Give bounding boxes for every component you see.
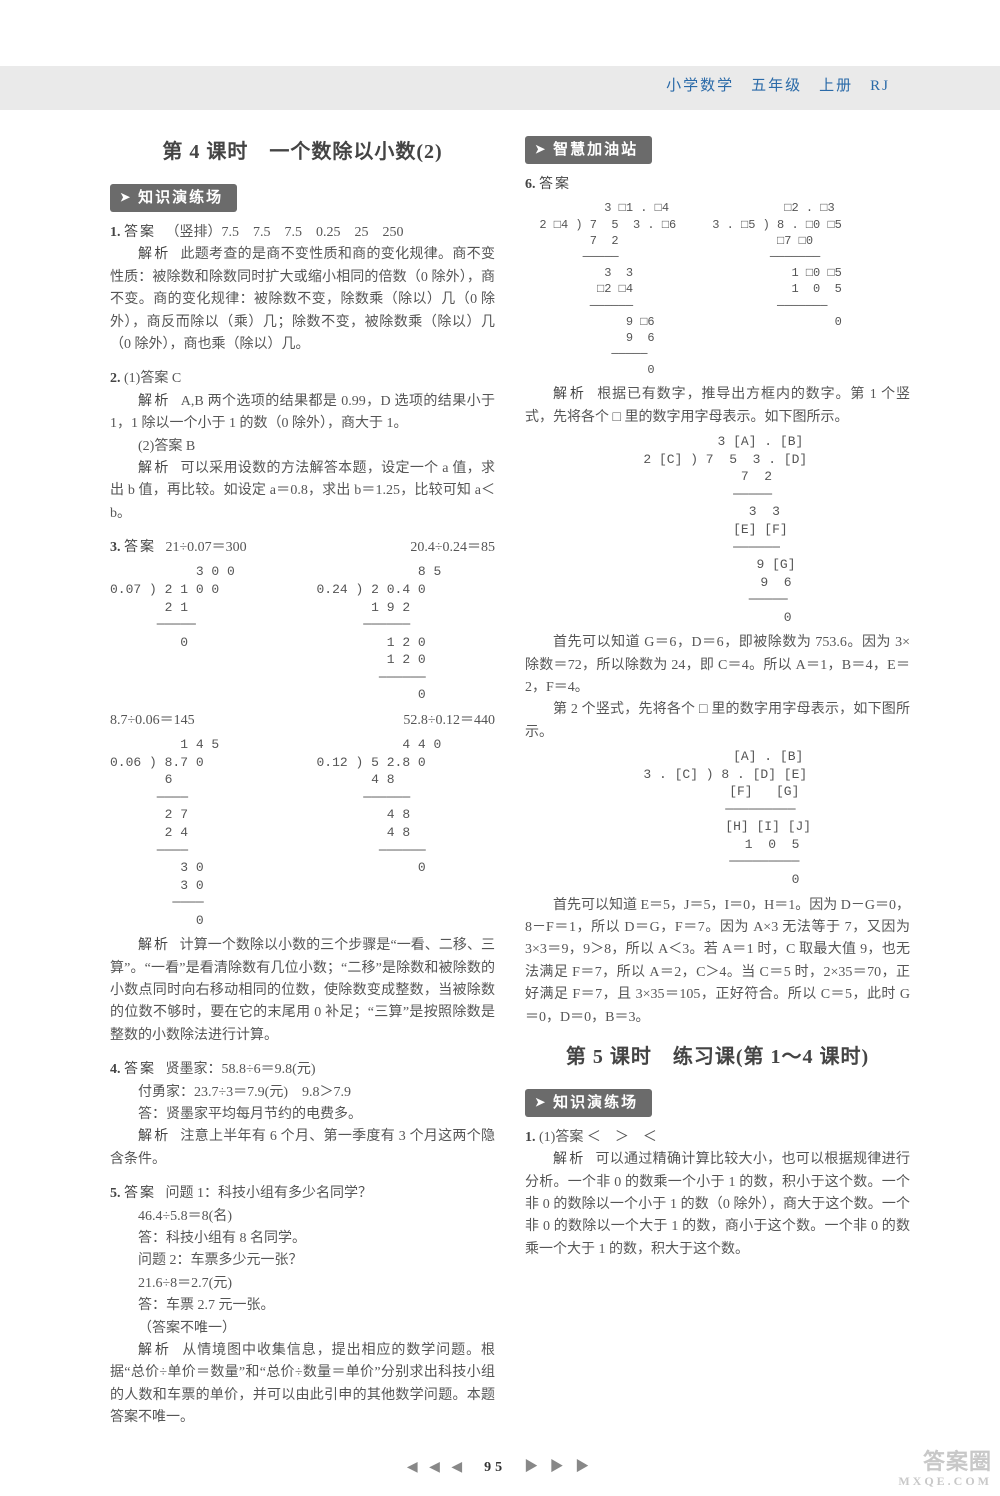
q2: 2. (1)答案 C 解析 A,B 两个选项的结果都是 0.99，D 选项的结果… bbox=[110, 368, 495, 525]
q5-l7: （答案不唯一） bbox=[110, 1318, 495, 1340]
right-column: 智慧加油站 6. 答案 3 □1 . □4 □2 . □3 2 □4 ) 7 5… bbox=[525, 130, 910, 1441]
q5-l5: 21.6÷8＝2.7(元) bbox=[110, 1273, 495, 1295]
answer-label: 答案 bbox=[124, 1062, 156, 1077]
rq1-ans: ＜ ＞ ＜ bbox=[587, 1130, 657, 1145]
q6-num: 6. bbox=[525, 177, 536, 192]
q6-ex4: 首先可以知道 E＝5，J＝5，I＝0，H＝1。因为 D－G＝0，8－F＝1，所以… bbox=[525, 895, 910, 1029]
page: 小学数学 五年级 上册 RJ 第 4 课时 一个数除以小数(2) 知识演练场 1… bbox=[0, 0, 1000, 1496]
rq1-label: (1)答案 bbox=[539, 1130, 583, 1145]
header-text: 小学数学 五年级 上册 RJ bbox=[666, 74, 890, 98]
q4: 4. 答案 贤墨家：58.8÷6＝9.8(元) 付勇家：23.7÷3＝7.9(元… bbox=[110, 1059, 495, 1171]
q5-l6: 答：车票 2.7 元一张。 bbox=[110, 1295, 495, 1317]
q6-ex3: 第 2 个竖式，先将各个 □ 里的数字用字母表示，如下图所示。 bbox=[525, 699, 910, 744]
q5-l3: 答：科技小组有 8 名同学。 bbox=[110, 1228, 495, 1250]
division-row-1: 3 0 0 0.07 ) 2 1 0 0 2 1 ───── 0 8 5 0.2… bbox=[110, 559, 495, 709]
q3-explain: 计算一个数除以小数的三个步骤是“一看、二移、三算”。“一看”是看清除数有几位小数… bbox=[110, 938, 495, 1043]
r-q1: 1. (1)答案 ＜ ＞ ＜ 解析 可以通过精确计算比较大小，也可以根据规律进行… bbox=[525, 1127, 910, 1261]
q1-answer: （竖排）7.5 7.5 7.5 0.25 25 250 bbox=[166, 225, 404, 240]
explain-label: 解析 bbox=[553, 1152, 586, 1167]
q3-eq1: 21÷0.07＝300 bbox=[166, 540, 247, 555]
q1-num: 1. bbox=[110, 225, 121, 240]
q6-div1: 3 □1 . □4 □2 . □3 2 □4 ) 7 5 3 . □6 3 . … bbox=[525, 200, 910, 378]
q5-num: 5. bbox=[110, 1186, 121, 1201]
q3-eq4: 52.8÷0.12＝440 bbox=[403, 710, 495, 732]
section-knowledge: 知识演练场 bbox=[110, 184, 237, 212]
explain-label: 解析 bbox=[138, 247, 171, 262]
q6-div3: [A] . [B] 3 . [C] ) 8 . [D] [E] [F] [G] … bbox=[525, 748, 910, 888]
rq1-num: 1. bbox=[525, 1130, 536, 1145]
page-footer: ◀ ◀ ◀ 95 ▶ ▶ ▶ bbox=[0, 1451, 1000, 1495]
q5-l4: 问题 2：车票多少元一张？ bbox=[110, 1250, 495, 1272]
rq1-explain: 可以通过精确计算比较大小，也可以根据规律进行分析。一个非 0 的数乘一个小于 1… bbox=[525, 1152, 910, 1257]
content-columns: 第 4 课时 一个数除以小数(2) 知识演练场 1. 答案 （竖排）7.5 7.… bbox=[0, 110, 1000, 1451]
q4-num: 4. bbox=[110, 1062, 121, 1077]
q6: 6. 答案 3 □1 . □4 □2 . □3 2 □4 ) 7 5 3 . □… bbox=[525, 174, 910, 1029]
q2p1-ans: C bbox=[172, 371, 181, 386]
q2-num: 2. bbox=[110, 371, 121, 386]
q5-l1: 问题 1：科技小组有多少名同学？ bbox=[166, 1186, 373, 1201]
left-column: 第 4 课时 一个数除以小数(2) 知识演练场 1. 答案 （竖排）7.5 7.… bbox=[110, 130, 495, 1441]
long-division-2: 8 5 0.24 ) 2 0.4 0 1 9 2 ────── 1 2 0 1 … bbox=[317, 563, 496, 703]
q5: 5. 答案 问题 1：科技小组有多少名同学？ 46.4÷5.8＝8(名) 答：科… bbox=[110, 1183, 495, 1429]
q3-num: 3. bbox=[110, 540, 121, 555]
answer-label: 答案 bbox=[124, 1186, 156, 1201]
explain-label: 解析 bbox=[138, 461, 171, 476]
q6-div2: 3 [A] . [B] 2 [C] ) 7 5 3 . [D] 7 2 ────… bbox=[525, 433, 910, 626]
answer-label: 答案 bbox=[124, 225, 156, 240]
page-number: 95 bbox=[484, 1460, 506, 1475]
answer-label: 答案 bbox=[124, 540, 156, 555]
long-division-3: 1 4 5 0.06 ) 8.7 0 6 ──── 2 7 2 4 ──── 3… bbox=[110, 736, 289, 929]
answer-label: 答案 bbox=[539, 177, 571, 192]
q2p1-label: (1)答案 bbox=[124, 371, 168, 386]
explain-label: 解析 bbox=[138, 938, 170, 953]
q2p2-ans: B bbox=[186, 439, 195, 454]
q6-ex2: 首先可以知道 G＝6，D＝6，即被除数为 753.6。因为 3×除数＝72，所以… bbox=[525, 632, 910, 699]
q4-l2: 付勇家：23.7÷3＝7.9(元) 9.8＞7.9 bbox=[110, 1082, 495, 1104]
watermark: 答案圈 MXQE.COM bbox=[898, 1450, 992, 1487]
section-knowledge-2: 知识演练场 bbox=[525, 1089, 652, 1117]
watermark-small: MXQE.COM bbox=[898, 1475, 992, 1488]
lesson-4-title: 第 4 课时 一个数除以小数(2) bbox=[110, 136, 495, 168]
section-wisdom: 智慧加油站 bbox=[525, 136, 652, 164]
q3-eq2: 20.4÷0.24＝85 bbox=[410, 537, 495, 559]
explain-label: 解析 bbox=[138, 1343, 172, 1358]
explain-label: 解析 bbox=[138, 1129, 171, 1144]
long-division-4: 4 4 0 0.12 ) 5 2.8 0 4 8 ────── 4 8 4 8 … bbox=[317, 736, 496, 929]
q4-l1: 贤墨家：58.8÷6＝9.8(元) bbox=[166, 1062, 316, 1077]
q3-eq3: 8.7÷0.06＝145 bbox=[110, 713, 195, 728]
header-bar: 小学数学 五年级 上册 RJ bbox=[0, 0, 1000, 110]
q3: 3. 答案 21÷0.07＝300 20.4÷0.24＝85 3 0 0 0.0… bbox=[110, 537, 495, 1047]
explain-label: 解析 bbox=[553, 387, 587, 402]
q2p2-label: (2)答案 bbox=[138, 439, 182, 454]
explain-label: 解析 bbox=[138, 394, 171, 409]
division-row-2: 1 4 5 0.06 ) 8.7 0 6 ──── 2 7 2 4 ──── 3… bbox=[110, 732, 495, 935]
long-division-1: 3 0 0 0.07 ) 2 1 0 0 2 1 ───── 0 bbox=[110, 563, 289, 703]
lesson-5-title: 第 5 课时 练习课(第 1～4 课时) bbox=[525, 1041, 910, 1073]
q1: 1. 答案 （竖排）7.5 7.5 7.5 0.25 25 250 解析 此题考… bbox=[110, 222, 495, 356]
q1-explain: 此题考查的是商不变性质和商的变化规律。商不变性质：被除数和除数同时扩大或缩小相同… bbox=[110, 247, 495, 352]
watermark-big: 答案圈 bbox=[923, 1449, 992, 1474]
q4-l3: 答：贤墨家平均每月节约的电费多。 bbox=[110, 1104, 495, 1126]
q5-l2: 46.4÷5.8＝8(名) bbox=[110, 1206, 495, 1228]
